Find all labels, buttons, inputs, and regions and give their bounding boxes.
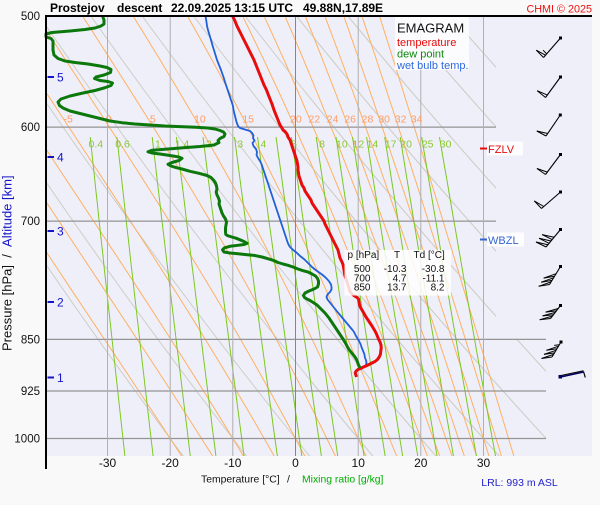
svg-text:8: 8 <box>319 139 325 151</box>
svg-text:EMAGRAM: EMAGRAM <box>397 21 464 36</box>
svg-text:850: 850 <box>354 283 371 294</box>
svg-text:-30.8: -30.8 <box>422 264 445 275</box>
svg-text:30: 30 <box>378 114 390 126</box>
svg-text:0: 0 <box>292 456 299 470</box>
svg-text:Mixing ratio [g/kg]: Mixing ratio [g/kg] <box>302 475 384 486</box>
svg-text:Td [°C]: Td [°C] <box>414 250 445 261</box>
svg-text:-30: -30 <box>99 456 117 470</box>
svg-text:1: 1 <box>155 139 161 151</box>
svg-text:10: 10 <box>194 114 206 126</box>
svg-text:26: 26 <box>344 114 356 126</box>
svg-text:10: 10 <box>352 456 366 470</box>
svg-text:4.7: 4.7 <box>393 273 407 284</box>
svg-text:-5: -5 <box>64 114 73 126</box>
svg-text:25: 25 <box>422 139 434 151</box>
svg-text:temperature: temperature <box>397 37 456 49</box>
svg-text:10: 10 <box>336 139 348 151</box>
svg-text:-20: -20 <box>162 456 180 470</box>
svg-text:28: 28 <box>362 114 374 126</box>
svg-text:15: 15 <box>242 114 254 126</box>
svg-text:22: 22 <box>309 114 321 126</box>
svg-text:32: 32 <box>395 114 407 126</box>
svg-text:2: 2 <box>57 295 64 309</box>
svg-text:WBZL: WBZL <box>488 235 519 247</box>
svg-text:700: 700 <box>354 273 371 284</box>
svg-text:-10: -10 <box>224 456 242 470</box>
svg-text:LRL: 993 m ASL: LRL: 993 m ASL <box>481 477 558 489</box>
svg-text:34: 34 <box>411 114 423 126</box>
svg-text:dew point: dew point <box>397 49 444 61</box>
svg-text:30: 30 <box>477 456 491 470</box>
svg-text:20: 20 <box>290 114 302 126</box>
svg-text:/: / <box>287 475 290 486</box>
svg-text:5: 5 <box>57 70 64 84</box>
svg-text:600: 600 <box>21 122 40 134</box>
svg-text:4: 4 <box>260 139 266 151</box>
svg-text:1000: 1000 <box>14 434 40 446</box>
svg-text:0.4: 0.4 <box>88 139 103 151</box>
svg-text:5: 5 <box>291 139 297 151</box>
svg-text:1: 1 <box>57 371 64 385</box>
svg-text:500: 500 <box>21 11 40 23</box>
svg-text:17: 17 <box>385 139 397 151</box>
svg-text:24: 24 <box>327 114 339 126</box>
svg-text:4: 4 <box>57 150 64 164</box>
svg-text:wet bulb temp.: wet bulb temp. <box>396 60 469 72</box>
svg-text:500: 500 <box>354 264 371 275</box>
svg-text:FZLV: FZLV <box>488 144 515 156</box>
svg-text:20: 20 <box>414 456 428 470</box>
svg-text:Temperature [°C]: Temperature [°C] <box>201 475 280 486</box>
svg-text:3: 3 <box>57 224 64 238</box>
svg-text:-10.3: -10.3 <box>384 264 407 275</box>
svg-text:925: 925 <box>21 386 40 398</box>
svg-text:14: 14 <box>367 139 379 151</box>
svg-text:p [hPa]: p [hPa] <box>348 250 380 261</box>
svg-text:3: 3 <box>237 139 243 151</box>
svg-text:20: 20 <box>400 139 412 151</box>
svg-text:30: 30 <box>440 139 452 151</box>
svg-text:Pressure [hPa] / Altitude [k: Pressure [hPa] / Altitude [km] <box>0 175 15 351</box>
svg-text:8.2: 8.2 <box>431 283 445 294</box>
svg-text:13.7: 13.7 <box>387 283 407 294</box>
svg-text:T: T <box>394 250 400 261</box>
svg-text:850: 850 <box>21 334 40 346</box>
svg-text:-11.1: -11.1 <box>422 273 444 284</box>
svg-text:700: 700 <box>21 216 40 228</box>
svg-text:CHMI © 2025: CHMI © 2025 <box>526 4 592 16</box>
svg-text:0.6: 0.6 <box>115 139 130 151</box>
svg-text:12: 12 <box>353 139 365 151</box>
svg-text:5: 5 <box>150 114 156 126</box>
